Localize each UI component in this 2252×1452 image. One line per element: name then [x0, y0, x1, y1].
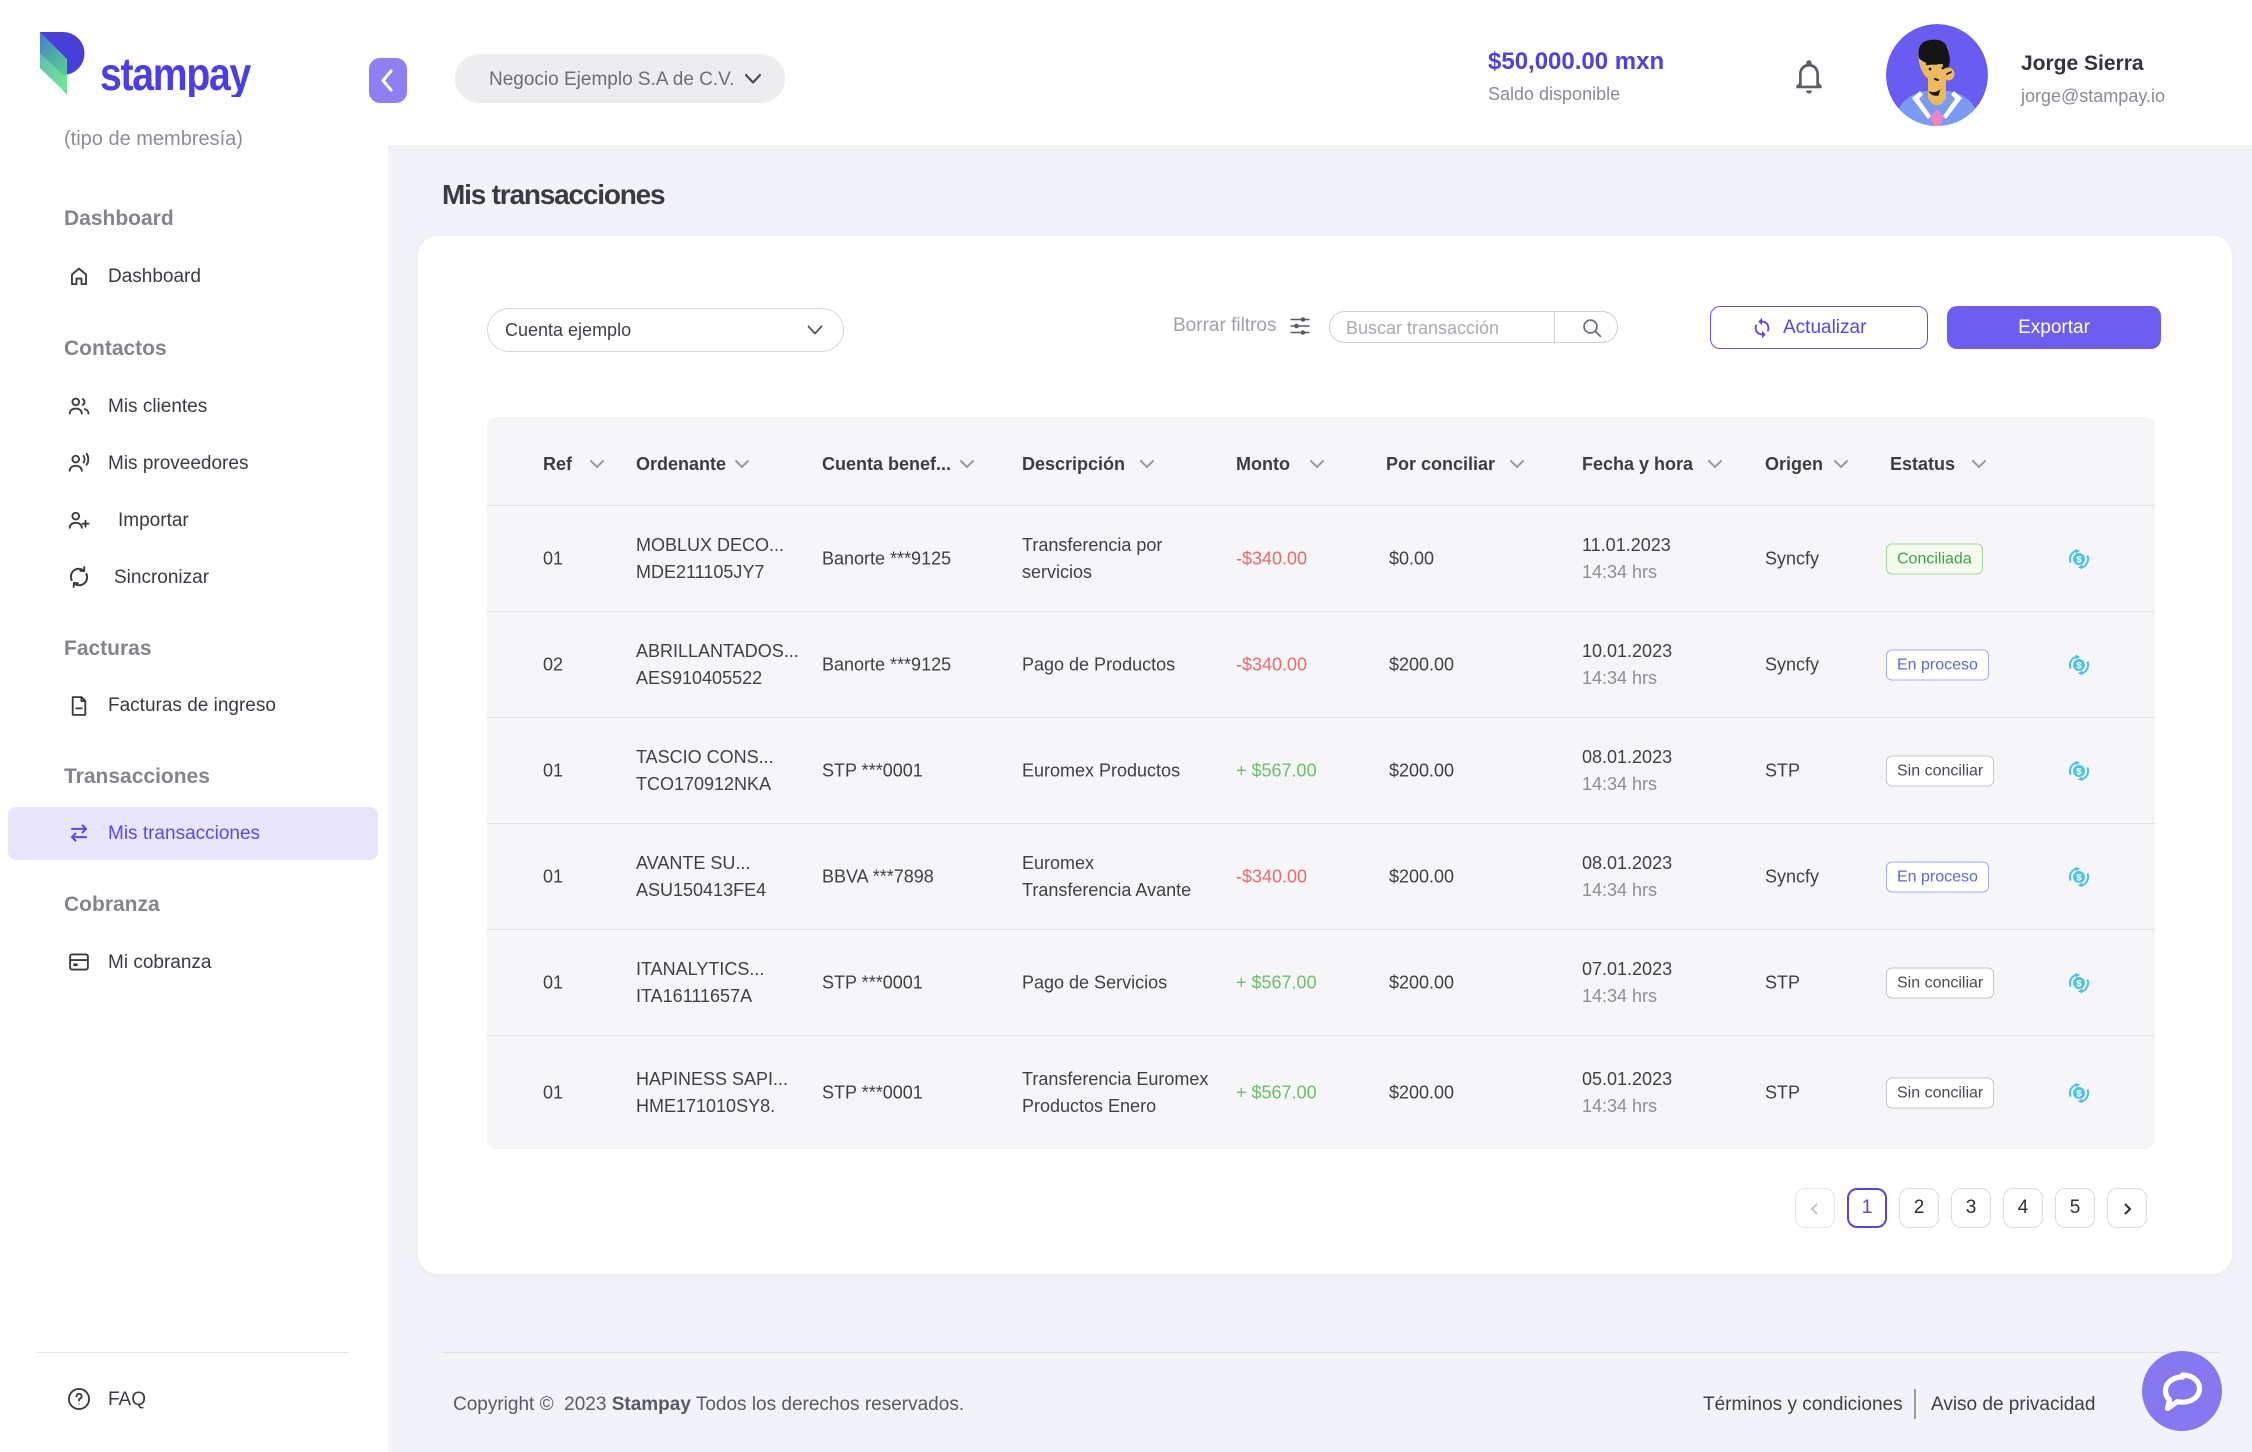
svg-text:$: $ [2076, 766, 2082, 777]
svg-text:$: $ [2076, 872, 2082, 883]
svg-text:$: $ [2076, 660, 2082, 671]
svg-text:$: $ [2076, 1088, 2082, 1099]
svg-text:stampay: stampay [100, 48, 252, 97]
svg-text:$: $ [2076, 978, 2082, 989]
svg-text:$: $ [2076, 554, 2082, 565]
